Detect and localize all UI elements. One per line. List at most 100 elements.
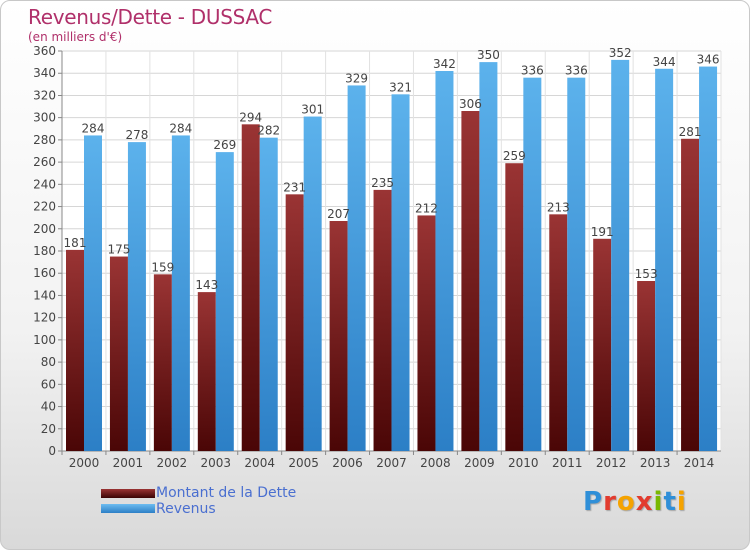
- data-label-dette-2004: 294: [239, 110, 262, 124]
- bar-revenus-2002: [171, 135, 190, 451]
- x-tick-label-2000: 2000: [69, 456, 100, 470]
- bars: [66, 59, 718, 452]
- y-tick-label-20: 20: [41, 422, 56, 436]
- bar-revenus-2003: [215, 152, 234, 451]
- y-tick-label-340: 340: [33, 66, 56, 80]
- y-tick-label-180: 180: [33, 244, 56, 258]
- bar-dette-2002: [153, 274, 172, 451]
- bar-revenus-2013: [655, 68, 674, 452]
- bar-dette-2003: [197, 292, 216, 451]
- data-label-dette-2003: 143: [195, 278, 218, 292]
- data-label-revenus-2004: 282: [257, 124, 280, 138]
- data-label-revenus-2001: 278: [125, 128, 148, 142]
- data-label-dette-2010: 259: [503, 149, 526, 163]
- bar-revenus-2000: [84, 135, 102, 451]
- y-tick-label-140: 140: [33, 288, 56, 302]
- data-label-revenus-2005: 301: [301, 103, 324, 117]
- y-tick-label-80: 80: [41, 355, 56, 369]
- y-tick-label-100: 100: [33, 333, 56, 347]
- y-tick-label-60: 60: [41, 377, 56, 391]
- y-tick-label-240: 240: [33, 177, 56, 191]
- data-label-dette-2009: 306: [459, 97, 482, 111]
- y-tick-label-0: 0: [48, 444, 56, 458]
- logo-letter: i: [676, 487, 687, 517]
- x-tick-label-2012: 2012: [596, 456, 627, 470]
- data-label-dette-2012: 191: [591, 225, 614, 239]
- data-label-dette-2008: 212: [415, 201, 438, 215]
- x-tick-label-2002: 2002: [157, 456, 188, 470]
- logo-letter: P: [583, 487, 604, 517]
- y-tick-label-320: 320: [33, 88, 56, 102]
- x-tick-label-2010: 2010: [508, 456, 539, 470]
- data-label-dette-2005: 231: [283, 180, 306, 194]
- data-label-revenus-2009: 350: [477, 48, 500, 62]
- bar-dette-2006: [329, 221, 348, 451]
- data-label-revenus-2003: 269: [213, 138, 236, 152]
- data-label-dette-2014: 281: [679, 125, 702, 139]
- data-label-dette-2007: 235: [371, 176, 394, 190]
- data-label-revenus-2000: 284: [82, 121, 105, 135]
- chart-title: Revenus/Dette - DUSSAC: [28, 5, 273, 29]
- bar-revenus-2006: [347, 85, 366, 451]
- x-tick-label-2003: 2003: [200, 456, 231, 470]
- data-label-dette-2006: 207: [327, 207, 350, 221]
- logo-letter: i: [653, 487, 664, 517]
- x-tick-label-2005: 2005: [288, 456, 319, 470]
- legend-swatch-revenus: [101, 504, 155, 513]
- data-label-revenus-2014: 346: [697, 53, 720, 67]
- bar-revenus-2009: [479, 62, 498, 451]
- data-label-dette-2001: 175: [107, 243, 130, 257]
- bar-dette-2009: [461, 111, 480, 451]
- chart-subtitle: (en milliers d'€): [28, 30, 123, 44]
- legend-swatch-dette: [101, 489, 155, 498]
- data-label-dette-2011: 213: [547, 200, 570, 214]
- y-tick-label-280: 280: [33, 133, 56, 147]
- data-label-revenus-2011: 336: [565, 64, 588, 78]
- y-tick-label-220: 220: [33, 200, 56, 214]
- x-tick-label-2009: 2009: [464, 456, 495, 470]
- x-tick-label-2011: 2011: [552, 456, 583, 470]
- x-tick-label-2014: 2014: [684, 456, 715, 470]
- y-tick-label-120: 120: [33, 311, 56, 325]
- bar-dette-2008: [417, 215, 436, 451]
- data-label-revenus-2007: 321: [389, 80, 412, 94]
- x-tick-label-2007: 2007: [376, 456, 407, 470]
- data-labels: 181 175 159 143 294 231 207 235 212 306 259 213 191 1…: [64, 46, 720, 292]
- data-label-dette-2013: 153: [635, 267, 658, 281]
- bar-revenus-2001: [127, 142, 146, 451]
- data-label-revenus-2002: 284: [169, 121, 192, 135]
- bar-dette-2013: [637, 281, 656, 451]
- bar-dette-2001: [109, 256, 128, 451]
- bar-revenus-2007: [391, 94, 410, 451]
- data-label-revenus-2006: 329: [345, 71, 368, 85]
- bar-dette-2010: [505, 163, 524, 451]
- logo-letter: x: [635, 487, 654, 517]
- y-tick-label-260: 260: [33, 155, 56, 169]
- y-tick-label-200: 200: [33, 222, 56, 236]
- y-tick-label-160: 160: [33, 266, 56, 280]
- logo-letter: t: [663, 487, 677, 517]
- bar-revenus-2005: [303, 116, 322, 452]
- logo-letter: r: [603, 487, 617, 517]
- bar-dette-2005: [285, 194, 304, 452]
- logo-letter: o: [616, 487, 636, 517]
- bar-revenus-2014: [699, 66, 718, 452]
- bar-revenus-2011: [567, 77, 586, 452]
- x-tick-label-2013: 2013: [640, 456, 671, 470]
- x-tick-label-2006: 2006: [332, 456, 363, 470]
- x-tick-label-2004: 2004: [244, 456, 275, 470]
- data-label-revenus-2013: 344: [653, 55, 676, 69]
- bar-dette-2012: [593, 238, 612, 451]
- bar-dette-2000: [66, 249, 84, 451]
- legend-label-dette: Montant de la Dette: [156, 485, 297, 501]
- data-label-revenus-2010: 336: [521, 64, 544, 78]
- bar-dette-2007: [373, 189, 392, 451]
- proxiti-logo: Proxiti: [583, 487, 687, 517]
- legend-label-revenus: Revenus: [156, 501, 216, 517]
- y-tick-label-40: 40: [41, 400, 56, 414]
- x-tick-label-2001: 2001: [113, 456, 144, 470]
- bar-dette-2011: [549, 214, 568, 451]
- bar-revenus-2010: [523, 77, 542, 452]
